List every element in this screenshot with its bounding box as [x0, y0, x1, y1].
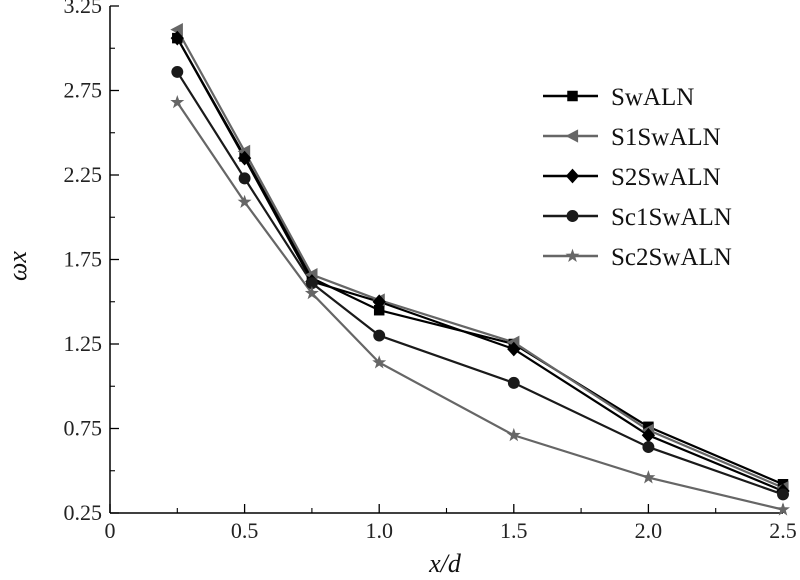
legend-label-sc1swaln: Sc1SwALN: [611, 204, 732, 231]
data-point-sc1swaln: [238, 172, 251, 185]
data-point-s2swaln: [507, 341, 521, 357]
axes: 0.25 0.75 1.25 1.75 2.25 2.75 3.25 0 0.5 1.0 1.5 2.…: [64, 0, 797, 543]
data-point-sc1swaln: [305, 277, 318, 290]
data-point-sc2swaln: [776, 502, 790, 516]
y-tick-label: 0.25: [64, 500, 103, 525]
y-axis-title: ωx: [3, 251, 32, 281]
y-tick-label: 1.25: [64, 331, 103, 356]
x-tick-label: 2.0: [635, 518, 663, 543]
legend-marker-sc1swaln: [566, 210, 579, 222]
data-point-sc1swaln: [777, 488, 789, 501]
data-point-sc2swaln: [372, 355, 387, 369]
data-point-s2swaln: [237, 150, 252, 166]
series-markers: [170, 23, 790, 516]
data-point-s1swaln: [170, 23, 183, 37]
legend: SwALN S1SwALN S2SwALN Sc1SwALN Sc2SwALN: [543, 84, 732, 271]
y-tick-label: 1.75: [64, 247, 103, 272]
legend-label-s2swaln: S2SwALN: [611, 164, 721, 191]
data-point-sc2swaln: [304, 285, 319, 300]
data-point-s2swaln: [641, 427, 656, 443]
data-point-sc2swaln: [237, 194, 252, 208]
data-point-swaln: [373, 304, 385, 316]
data-point-sc1swaln: [642, 441, 655, 454]
data-point-sc2swaln: [641, 470, 656, 484]
data-point-s2swaln: [170, 30, 184, 46]
y-tick-label: 0.75: [64, 416, 103, 441]
data-point-sc1swaln: [507, 376, 520, 389]
legend-label-s1swaln: S1SwALN: [611, 124, 721, 151]
legend-marker-swaln: [567, 90, 578, 102]
legend-label-sc2swaln: Sc2SwALN: [611, 244, 732, 271]
legend-marker-s2swaln: [565, 168, 580, 184]
data-point-sc1swaln: [171, 65, 184, 78]
y-tick-label: 3.25: [64, 0, 103, 18]
y-tick-label: 2.25: [64, 162, 103, 187]
data-point-s2swaln: [372, 294, 386, 310]
data-point-sc2swaln: [506, 427, 521, 442]
x-axis-title: x/d: [428, 549, 462, 578]
x-tick-label: 0.5: [231, 518, 259, 543]
legend-marker-s1swaln: [565, 129, 579, 143]
legend-marker-sc2swaln: [565, 248, 580, 262]
y-tick-label: 2.75: [64, 78, 103, 103]
x-tick-label: 2.5: [769, 518, 797, 543]
x-tick-label: 0: [105, 518, 116, 543]
legend-label-swaln: SwALN: [611, 84, 694, 111]
x-tick-label: 1.5: [500, 518, 528, 543]
x-tick-label: 1.0: [365, 518, 393, 543]
data-point-sc1swaln: [373, 329, 386, 342]
data-point-sc2swaln: [170, 94, 185, 109]
